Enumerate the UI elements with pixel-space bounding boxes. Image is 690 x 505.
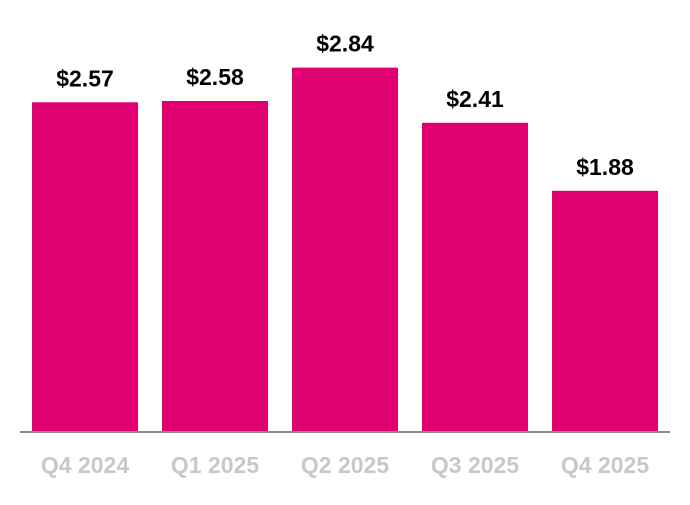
- bars-layer: [32, 67, 658, 433]
- bar-q4-2024: [32, 102, 138, 433]
- value-label-q3-2025: $2.41: [446, 86, 504, 112]
- bar-q2-2025: [292, 67, 398, 433]
- x-tick-label-q3-2025: Q3 2025: [431, 452, 519, 478]
- value-label-q1-2025: $2.58: [186, 64, 244, 90]
- bar-q4-2025: [552, 190, 658, 432]
- value-label-q2-2025: $2.84: [316, 31, 374, 57]
- x-tick-label-q2-2025: Q2 2025: [301, 452, 389, 478]
- x-tick-label-q4-2025: Q4 2025: [561, 452, 649, 478]
- bar-q1-2025: [162, 100, 268, 433]
- bar-q3-2025: [422, 122, 528, 432]
- value-labels-layer: $2.57 $2.58 $2.84 $2.41 $1.88: [56, 31, 634, 180]
- tick-labels-layer: Q4 2024 Q1 2025 Q2 2025 Q3 2025 Q4 2025: [41, 452, 649, 478]
- x-tick-label-q1-2025: Q1 2025: [171, 452, 259, 478]
- x-tick-label-q4-2024: Q4 2024: [41, 452, 129, 478]
- value-label-q4-2025: $1.88: [576, 154, 634, 180]
- value-label-q4-2024: $2.57: [56, 65, 114, 91]
